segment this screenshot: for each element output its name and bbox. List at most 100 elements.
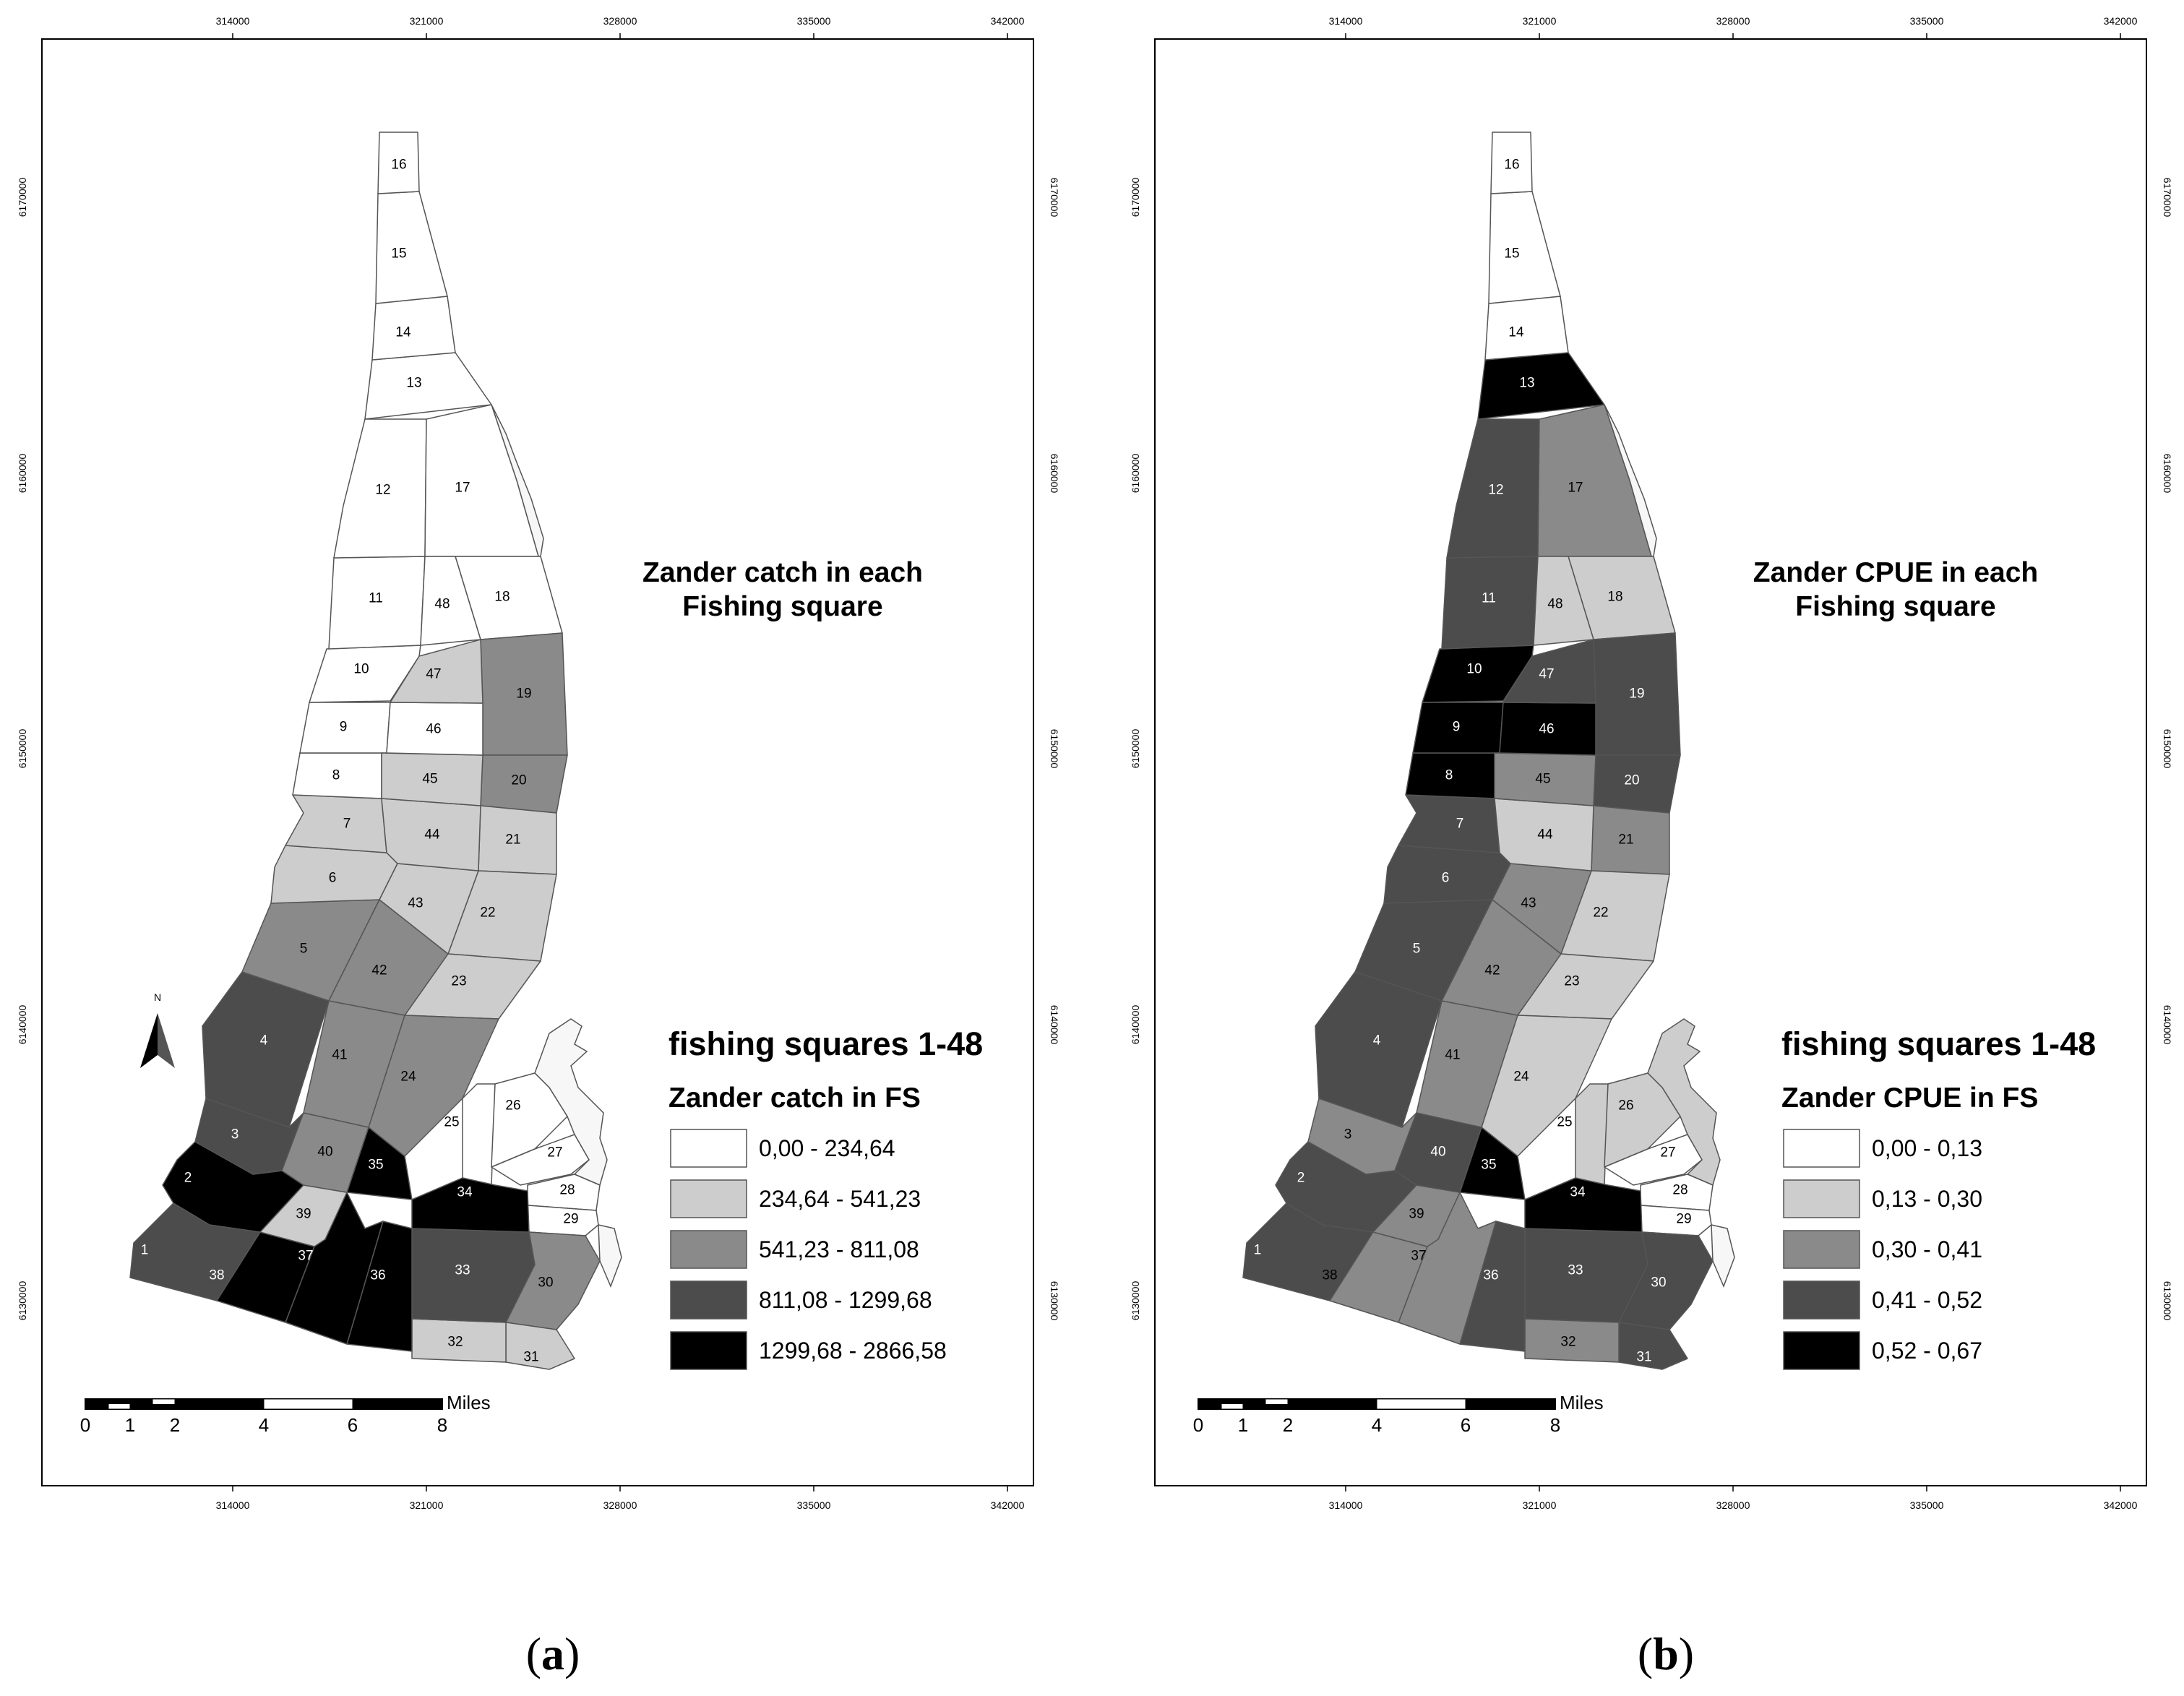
fishing-square-label: 46 <box>426 722 441 737</box>
fishing-square-label: 42 <box>371 963 387 978</box>
fishing-square-label: 1 <box>141 1243 149 1258</box>
y-tick-left-label: 6170000 <box>17 178 28 218</box>
fishing-square-label: 22 <box>480 905 495 921</box>
fishing-square-label: 26 <box>1618 1098 1633 1114</box>
fishing-square-label: 37 <box>1411 1249 1426 1264</box>
legend-class-label: 234,64 - 541,23 <box>759 1186 921 1212</box>
fishing-square-label: 14 <box>395 325 411 340</box>
fishing-square-47[interactable] <box>1502 639 1596 704</box>
x-tick-top-label: 328000 <box>1716 15 1750 27</box>
fishing-square-label: 37 <box>298 1249 313 1264</box>
fishing-square-48[interactable] <box>420 556 481 646</box>
fishing-square-12[interactable] <box>333 418 427 559</box>
legend-class-label: 1299,68 - 2866,58 <box>759 1338 947 1364</box>
fishing-square-label: 16 <box>1504 158 1519 173</box>
fishing-square-label: 16 <box>391 158 406 173</box>
x-tick-top-label: 321000 <box>1523 15 1557 27</box>
fishing-square-47[interactable] <box>390 639 483 704</box>
fishing-square-25[interactable] <box>462 1083 496 1186</box>
fishing-square-27[interactable] <box>491 1134 590 1186</box>
fishing-square-17[interactable] <box>424 404 539 557</box>
fishing-square-label: 44 <box>1537 827 1553 843</box>
fishing-square-7[interactable] <box>1398 794 1500 853</box>
fishing-square-label: 20 <box>1624 773 1639 788</box>
x-tick-bottom-label: 328000 <box>1716 1499 1750 1511</box>
fishing-square-label: 24 <box>1513 1069 1529 1085</box>
fishing-square-14[interactable] <box>371 296 456 361</box>
fishing-square-label: 9 <box>1453 720 1461 735</box>
fishing-square-label: 36 <box>1483 1268 1498 1283</box>
fishing-square-label: 33 <box>455 1263 470 1278</box>
legend-swatch <box>670 1331 747 1370</box>
fishing-square-label: 19 <box>1629 686 1644 702</box>
fishing-square-label: 23 <box>451 974 466 989</box>
fishing-square-label: 11 <box>369 591 383 606</box>
x-tick-top-label: 342000 <box>991 15 1025 27</box>
x-tick-bottom-label: 335000 <box>797 1499 831 1511</box>
fishing-square-label: 9 <box>340 720 348 735</box>
fishing-square-12[interactable] <box>1446 418 1540 559</box>
legend-swatch <box>1783 1179 1860 1218</box>
fishing-square-label: 47 <box>1539 667 1554 682</box>
shoreline-area <box>598 1224 622 1288</box>
fishing-square-16[interactable] <box>377 132 420 194</box>
legend-swatch <box>670 1129 747 1168</box>
x-tick-top-label: 314000 <box>216 15 250 27</box>
fishing-square-16[interactable] <box>1490 132 1533 194</box>
shoreline-area <box>1647 1018 1721 1187</box>
legend-swatch <box>670 1280 747 1320</box>
x-tick-top-label: 321000 <box>410 15 444 27</box>
fishing-square-14[interactable] <box>1484 296 1569 361</box>
fishing-square-label: 36 <box>370 1268 385 1283</box>
scale-bar-unit: Miles <box>1560 1392 1604 1413</box>
fishing-square-label: 6 <box>1442 871 1450 886</box>
fishing-square-7[interactable] <box>285 794 387 853</box>
x-tick-bottom-label: 321000 <box>410 1499 444 1511</box>
fishing-square-label: 39 <box>296 1207 311 1222</box>
fishing-square-label: 40 <box>1430 1145 1445 1160</box>
x-tick-top-label: 335000 <box>797 15 831 27</box>
fishing-square-label: 48 <box>434 597 450 612</box>
fishing-square-label: 47 <box>426 667 441 682</box>
fishing-square-label: 43 <box>408 896 423 911</box>
fishing-square-label: 22 <box>1593 905 1608 921</box>
fishing-square-25[interactable] <box>1575 1083 1609 1186</box>
fishing-square-label: 28 <box>1672 1183 1688 1198</box>
map-frame <box>1154 38 2147 1486</box>
fishing-square-label: 5 <box>300 942 308 957</box>
fishing-square-label: 32 <box>1560 1335 1575 1350</box>
fishing-square-label: 32 <box>447 1335 463 1350</box>
legend-class-label: 541,23 - 811,08 <box>759 1236 919 1262</box>
fishing-square-label: 27 <box>547 1145 562 1161</box>
fishing-square-48[interactable] <box>1533 556 1594 646</box>
map-title: Zander CPUE in each <box>1753 557 2038 588</box>
fishing-square-label: 2 <box>1297 1171 1305 1186</box>
scale-bar-label: 8 <box>437 1414 447 1436</box>
fishing-square-label: 40 <box>317 1145 332 1160</box>
fishing-square-label: 15 <box>391 246 406 262</box>
fishing-square-label: 7 <box>1456 817 1464 832</box>
map-panel-b: 3140003140003210003210003280003280003350… <box>1130 15 2173 1679</box>
legend-subtitle: Zander catch in FS <box>668 1082 921 1114</box>
fishing-square-label: 46 <box>1539 722 1554 737</box>
fishing-square-label: 17 <box>1568 481 1583 496</box>
y-tick-right-label: 6170000 <box>2162 178 2173 218</box>
fishing-square-label: 8 <box>332 768 340 783</box>
fishing-square-label: 45 <box>422 772 437 787</box>
scale-bar-label: 6 <box>348 1414 358 1436</box>
fishing-square-label: 17 <box>455 481 470 496</box>
fishing-square-label: 18 <box>1607 590 1622 605</box>
fishing-square-27[interactable] <box>1604 1134 1703 1186</box>
x-tick-bottom-label: 314000 <box>1329 1499 1363 1511</box>
x-tick-top-label: 335000 <box>1910 15 1944 27</box>
fishing-square-17[interactable] <box>1537 404 1652 557</box>
fishing-square-label: 33 <box>1568 1263 1583 1278</box>
north-arrow-icon: N <box>140 991 175 1068</box>
scale-bar-label: 8 <box>1550 1414 1560 1436</box>
scale-bar-label: 4 <box>1372 1414 1382 1436</box>
scale-bar-label: 1 <box>1238 1414 1248 1436</box>
map-panel-a: 3140003140003210003210003280003280003350… <box>17 15 1060 1679</box>
y-tick-left-label: 6130000 <box>1130 1281 1141 1321</box>
